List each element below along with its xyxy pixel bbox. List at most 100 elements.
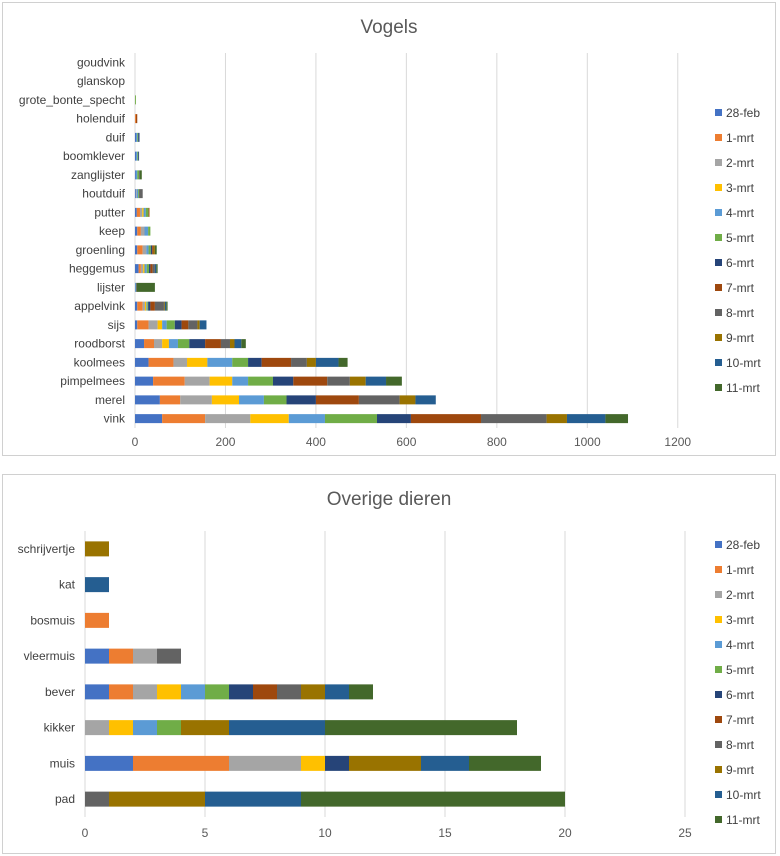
legend-swatch-10-mrt	[715, 791, 722, 798]
legend-label: 9-mrt	[726, 763, 755, 777]
bar-koolmees-10-mrt	[315, 357, 339, 367]
bar-appelvink-3-mrt	[144, 301, 147, 311]
legend-swatch-1-mrt	[715, 134, 722, 141]
bar-boomklever-5-mrt	[137, 151, 139, 161]
bar-zanglijster-5-mrt	[137, 170, 140, 180]
bar-merel-6-mrt	[286, 395, 316, 405]
bar-merel-8-mrt	[358, 395, 400, 405]
bar-groenling-7-mrt	[152, 245, 154, 255]
x-tick-label: 600	[396, 435, 416, 449]
bar-bosmuis-1-mrt	[85, 612, 109, 628]
bar-muis-11-mrt	[469, 755, 541, 771]
bar-boomklever-6-mrt	[138, 151, 140, 161]
bar-sijs-28-feb	[135, 320, 138, 330]
bar-pad-8-mrt	[85, 791, 109, 807]
bar-houtduif-2-mrt	[135, 189, 137, 199]
bar-grote-bonte-specht-5-mrt	[135, 95, 136, 105]
bar-appelvink-6-mrt	[148, 301, 151, 311]
legend-swatch-9-mrt	[715, 334, 722, 341]
category-label: schrijvertje	[18, 542, 76, 556]
bar-houtduif-4-mrt	[136, 189, 139, 199]
x-tick-label: 20	[558, 826, 572, 840]
bar-keep-1-mrt	[137, 226, 141, 236]
bar-merel-9-mrt	[399, 395, 416, 405]
bar-putter-28-feb	[135, 207, 137, 217]
bar-zanglijster-28-feb	[135, 170, 136, 180]
legend-swatch-8-mrt	[715, 741, 722, 748]
legend-swatch-6-mrt	[715, 259, 722, 266]
bar-pimpelmees-11-mrt	[386, 376, 402, 386]
bar-groenling-9-mrt	[153, 245, 155, 255]
bar-koolmees-3-mrt	[187, 357, 208, 367]
bar-pimpelmees-7-mrt	[293, 376, 328, 386]
bar-kikker-9-mrt	[181, 720, 229, 736]
category-label: grote_bonte_specht	[19, 93, 126, 107]
bar-roodborst-10-mrt	[234, 339, 242, 349]
legend-swatch-1-mrt	[715, 566, 722, 573]
legend-label: 1-mrt	[726, 131, 755, 145]
bar-houtduif-8-mrt	[139, 189, 143, 199]
bar-heggemus-8-mrt	[152, 264, 155, 274]
category-label: glanskop	[77, 74, 125, 88]
bar-appelvink-28-feb	[135, 301, 138, 311]
chart-overige-dieren: Overige dieren 0 5 10 15 20 25 pad muis kikker bev…	[2, 474, 776, 854]
bar-roodborst-5-mrt	[177, 339, 190, 349]
x-tick-label: 1000	[574, 435, 601, 449]
bar-koolmees-8-mrt	[291, 357, 307, 367]
bar-keep-4-mrt	[144, 226, 149, 236]
bar-kikker-5-mrt	[157, 720, 181, 736]
bar-schrijvertje-9-mrt	[85, 541, 109, 557]
bar-vink-28-feb	[135, 414, 163, 424]
bar-groenling-11-mrt	[154, 245, 157, 255]
legend-label: 5-mrt	[726, 663, 755, 677]
bar-kat-10-mrt	[85, 577, 109, 593]
legend-swatch-4-mrt	[715, 641, 722, 648]
bar-sijs-8-mrt	[188, 320, 198, 330]
bar-heggemus-1-mrt	[138, 264, 141, 274]
bar-pimpelmees-5-mrt	[248, 376, 273, 386]
bar-appelvink-8-mrt	[154, 301, 164, 311]
bar-koolmees-9-mrt	[306, 357, 316, 367]
bar-vleermuis-2-mrt	[133, 648, 157, 664]
bar-duif-5-mrt	[137, 132, 139, 142]
bar-roodborst-2-mrt	[153, 339, 163, 349]
bar-bever-3-mrt	[157, 684, 181, 700]
legend-label: 28-feb	[726, 538, 760, 552]
bar-sijs-7-mrt	[181, 320, 189, 330]
bar-appelvink-1-mrt	[137, 301, 143, 311]
bar-sijs-10-mrt	[199, 320, 207, 330]
category-label: holenduif	[76, 112, 125, 126]
bar-appelvink-4-mrt	[146, 301, 148, 311]
legend-label: 11-mrt	[726, 813, 760, 827]
bar-kikker-10-mrt	[229, 720, 325, 736]
bar-muis-6-mrt	[325, 755, 349, 771]
bar-pimpelmees-28-feb	[135, 376, 154, 386]
bar-merel-10-mrt	[415, 395, 436, 405]
legend-swatch-6-mrt	[715, 691, 722, 698]
bar-putter-5-mrt	[145, 207, 149, 217]
bar-boomklever-4-mrt	[136, 151, 138, 161]
bar-lijster-4-mrt	[135, 282, 136, 292]
bar-muis-10-mrt	[421, 755, 469, 771]
x-tick-label: 400	[306, 435, 326, 449]
bar-koolmees-2-mrt	[173, 357, 188, 367]
category-label: keep	[99, 224, 125, 238]
bar-putter-7-mrt	[148, 207, 150, 217]
bar-heggemus-10-mrt	[154, 264, 157, 274]
bar-pimpelmees-6-mrt	[272, 376, 294, 386]
bar-groenling-5-mrt	[148, 245, 151, 255]
bar-heggemus-28-feb	[135, 264, 139, 274]
x-tick-label: 25	[678, 826, 692, 840]
bar-kikker-2-mrt	[85, 720, 109, 736]
category-label: bever	[45, 685, 75, 699]
bar-pimpelmees-1-mrt	[153, 376, 185, 386]
legend-swatch-9-mrt	[715, 766, 722, 773]
bar-appelvink-11-mrt	[166, 301, 168, 311]
category-label: sijs	[108, 318, 125, 332]
legend-label: 9-mrt	[726, 331, 755, 345]
legend-label: 7-mrt	[726, 713, 755, 727]
legend-label: 11-mrt	[726, 381, 760, 395]
bar-roodborst-6-mrt	[189, 339, 206, 349]
bar-roodborst-1-mrt	[144, 339, 154, 349]
bar-bever-28-feb	[85, 684, 109, 700]
